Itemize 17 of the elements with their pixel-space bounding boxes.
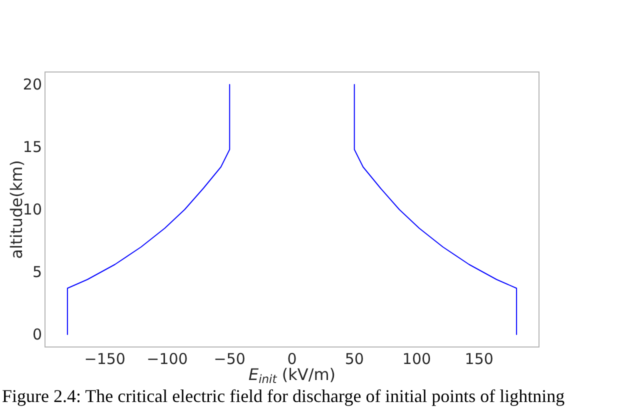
x-tick-label: −150 bbox=[84, 350, 126, 368]
x-tick-label: 0 bbox=[287, 350, 297, 368]
y-tick-label: 0 bbox=[32, 326, 42, 344]
y-axis-title: altitude(km) bbox=[6, 160, 26, 259]
y-tick-label: 5 bbox=[32, 263, 42, 281]
y-tick-label: 20 bbox=[22, 76, 42, 94]
caption: Figure 2.4: The critical electric field for discharge of initial points of lightning bbox=[2, 386, 565, 406]
x-tick-label: 50 bbox=[344, 350, 364, 368]
line-series bbox=[354, 84, 518, 335]
x-tick-label: 100 bbox=[402, 350, 432, 368]
x-tick-label: −100 bbox=[146, 350, 188, 368]
line-series bbox=[66, 84, 230, 335]
y-tick-label: 10 bbox=[22, 200, 42, 218]
y-tick-label: 15 bbox=[22, 138, 42, 156]
x-axis-title: E$_{init}$ (kV/m) bbox=[248, 365, 336, 386]
x-tick-label: 150 bbox=[464, 350, 494, 368]
x-tick-label: −50 bbox=[214, 350, 246, 368]
